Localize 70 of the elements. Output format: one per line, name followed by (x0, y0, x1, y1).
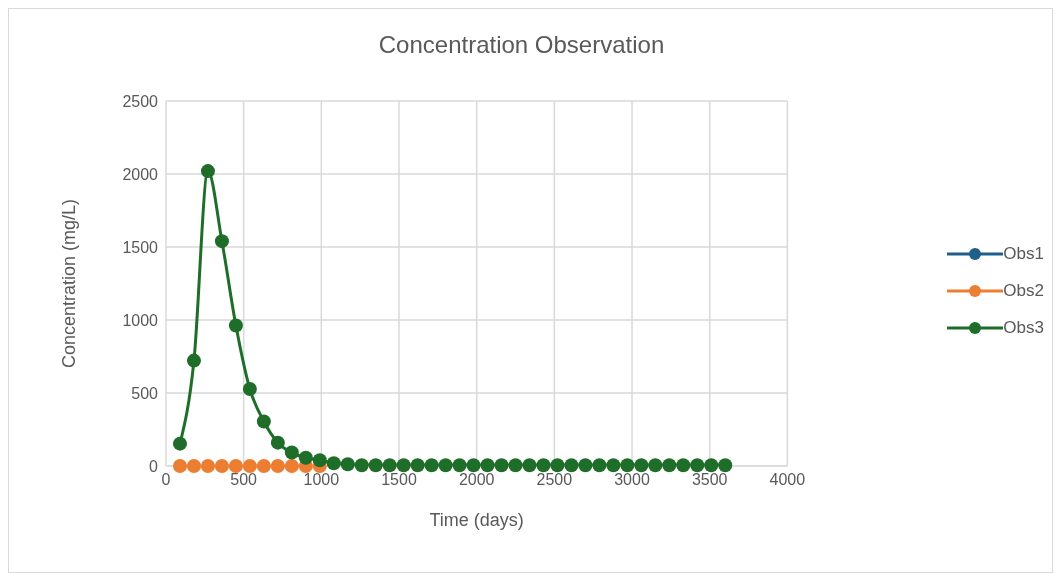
point (172, 459, 187, 473)
y-tick-label: 1500 (122, 238, 159, 256)
x-axis-title: Time (days) (429, 510, 524, 530)
point (284, 459, 299, 473)
y-tick-label: 2500 (122, 92, 159, 110)
legend-label: Obs2 (1003, 279, 1044, 302)
point (186, 459, 201, 473)
x-tick-label: 0 (161, 471, 171, 489)
point (172, 436, 187, 451)
point (270, 459, 285, 473)
point (466, 458, 481, 473)
point (620, 458, 635, 473)
point (200, 164, 215, 179)
x-tick-label: 2500 (536, 471, 573, 489)
point (284, 445, 299, 460)
point (550, 458, 565, 473)
x-tick-label: 4000 (769, 471, 806, 489)
point (368, 458, 383, 473)
point (480, 458, 495, 473)
point (662, 458, 677, 473)
point (410, 458, 425, 473)
point (312, 453, 327, 468)
point (326, 456, 341, 471)
point (648, 458, 663, 473)
point (718, 458, 733, 473)
point (242, 459, 257, 473)
point (354, 458, 369, 473)
point (536, 458, 551, 473)
x-tick-label: 1000 (303, 471, 340, 489)
legend-label: Obs3 (1003, 316, 1044, 339)
point (508, 458, 523, 473)
x-tick-label: 3500 (691, 471, 728, 489)
legend-label: Obs1 (1003, 242, 1044, 265)
y-tick-label: 2000 (122, 165, 159, 183)
point (438, 458, 453, 473)
y-tick-label: 0 (149, 457, 159, 475)
point (382, 458, 397, 473)
point (704, 458, 719, 473)
point (270, 435, 285, 450)
point (340, 457, 355, 472)
point (606, 458, 621, 473)
point (634, 458, 649, 473)
point (298, 450, 313, 465)
point (522, 458, 537, 473)
x-tick-label: 3000 (614, 471, 650, 489)
y-tick-label: 500 (131, 384, 159, 402)
point (676, 458, 691, 473)
point (256, 459, 271, 473)
point (214, 459, 229, 473)
point (200, 459, 215, 473)
chart-title: Concentration Observation (377, 31, 666, 59)
y-axis-title: Concentration (mg/L) (59, 198, 80, 369)
point (592, 458, 607, 473)
point (578, 458, 593, 473)
point (494, 458, 509, 473)
y-tick-label: 1000 (122, 311, 159, 329)
point (228, 318, 243, 333)
point (228, 459, 243, 473)
point (242, 382, 257, 397)
point (690, 458, 705, 473)
point (396, 458, 411, 473)
x-tick-label: 500 (230, 471, 258, 489)
x-tick-label: 1500 (381, 471, 417, 489)
point (452, 458, 467, 473)
point (424, 458, 439, 473)
point (564, 458, 579, 473)
x-tick-label: 2000 (458, 471, 495, 489)
point (214, 234, 229, 249)
point (256, 414, 271, 429)
point (186, 353, 201, 368)
